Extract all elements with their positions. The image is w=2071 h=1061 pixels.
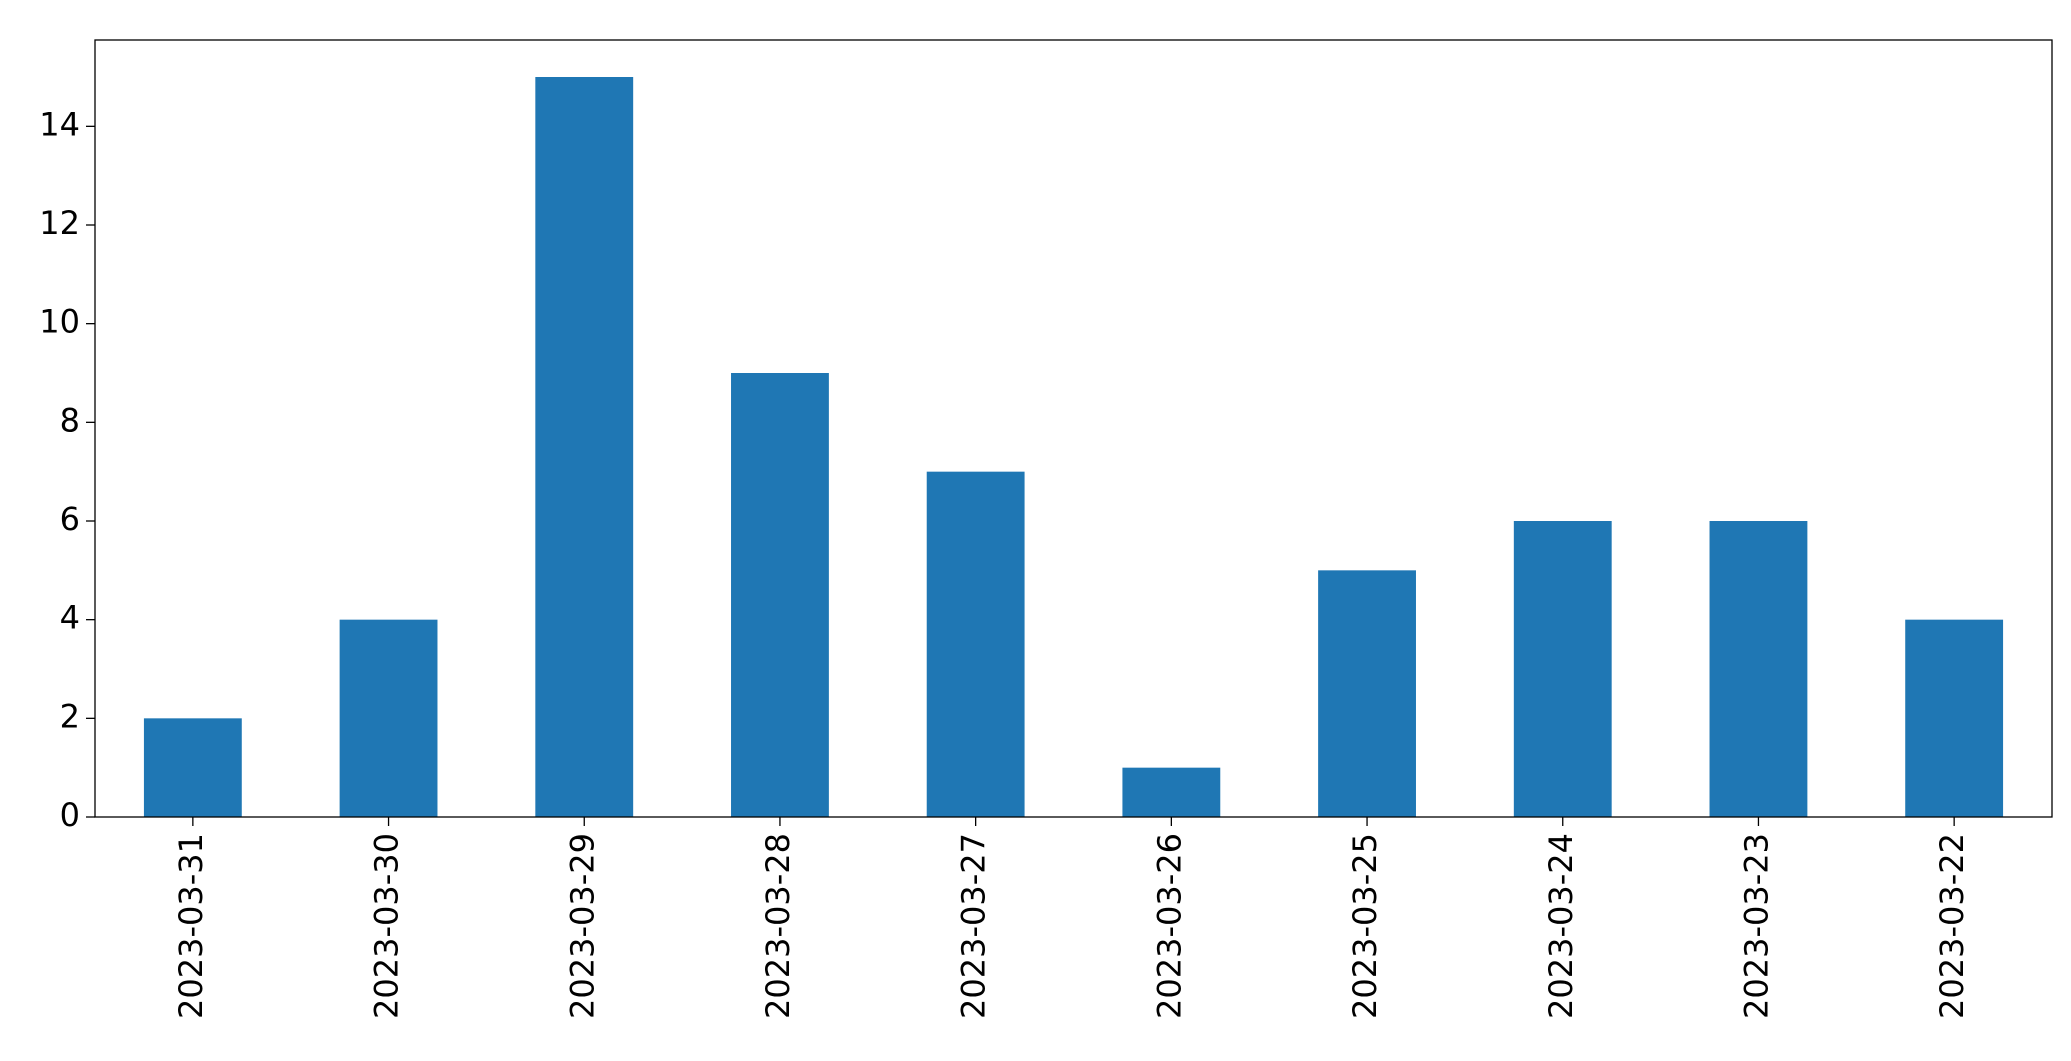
plot-frame: [94, 39, 2053, 818]
x-tick-label: 2023-03-27: [955, 833, 993, 1019]
x-tick-label: 2023-03-23: [1737, 833, 1775, 1019]
bar: [926, 471, 1025, 817]
x-tick-label: 2023-03-25: [1346, 833, 1384, 1019]
bar: [339, 619, 438, 817]
y-tick-label: 4: [60, 599, 80, 637]
bar: [143, 718, 242, 817]
x-tick-label: 2023-03-31: [172, 833, 210, 1019]
x-tick-label: 2023-03-26: [1150, 833, 1188, 1019]
bar: [1318, 570, 1416, 817]
y-tick-label: 2: [60, 697, 80, 735]
bar: [1709, 521, 1808, 817]
x-tick-label: 2023-03-22: [1933, 833, 1971, 1019]
y-tick-label: 6: [60, 500, 80, 538]
x-tick-label: 2023-03-30: [368, 833, 406, 1019]
y-tick-label: 10: [39, 303, 80, 341]
bar: [1122, 767, 1221, 817]
y-tick-label: 8: [60, 401, 80, 439]
bar: [535, 77, 634, 817]
bar: [1905, 619, 2004, 817]
y-tick-label: 12: [39, 204, 80, 242]
y-tick-label: 0: [60, 796, 80, 834]
x-tick-label: 2023-03-29: [563, 833, 601, 1019]
x-tick-label: 2023-03-28: [759, 833, 797, 1019]
y-tick-label: 14: [39, 105, 80, 143]
bar: [731, 373, 829, 817]
x-tick-label: 2023-03-24: [1542, 833, 1580, 1019]
bar: [1513, 521, 1612, 817]
